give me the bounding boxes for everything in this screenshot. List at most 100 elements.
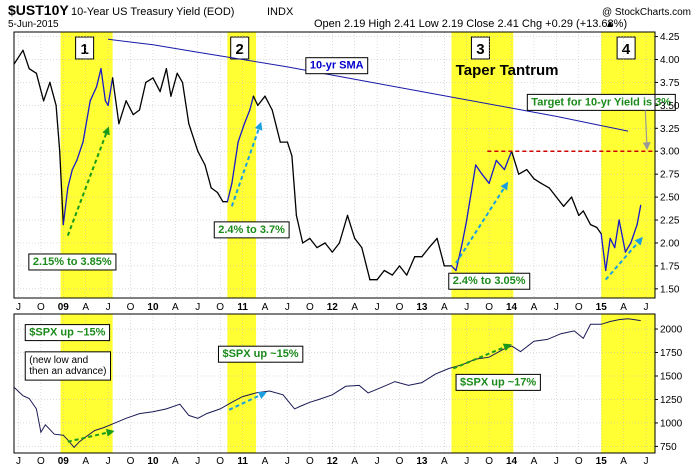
x-tick-label: J	[464, 456, 469, 467]
yield-segment	[562, 196, 573, 207]
x-tick-label: 15	[596, 302, 608, 313]
x-tick-label: J	[195, 456, 200, 467]
y-tick-label: 1.50	[660, 284, 680, 295]
yield-segment	[331, 242, 341, 253]
yield-segment	[605, 237, 611, 272]
x-tick-label: A	[351, 456, 358, 467]
spx-annotation-box	[24, 324, 111, 342]
yield-annotation-box	[526, 93, 676, 111]
x-tick-label: 11	[237, 302, 248, 313]
highlight-band-2	[227, 32, 257, 298]
yield-segment	[436, 237, 445, 267]
x-tick-label: 13	[416, 302, 428, 313]
x-tick-label: 12	[327, 302, 339, 313]
x-tick-label: J	[464, 302, 469, 313]
yield-annotation-text: Target for 10-yr Yield is 3%	[531, 96, 671, 108]
spx-note-box	[24, 351, 112, 381]
y-tick-label: 1750	[660, 348, 683, 359]
yield-segment	[237, 123, 246, 143]
trend-arrow-4	[604, 236, 643, 281]
yield-annotation-text: 2.4% to 3.7%	[218, 224, 285, 236]
x-tick-label: J	[554, 302, 559, 313]
x-tick-label: O	[396, 456, 404, 467]
x-tick-label: 15	[596, 456, 608, 467]
x-tick-label: O	[575, 302, 583, 313]
trend-arrow-3	[452, 343, 512, 370]
yield-y-axis: 1.50 1.75 2.00 2.25 2.50 2.75 3.00 3.25 3.50 3.75…	[655, 32, 680, 295]
x-tick-label: J	[644, 456, 649, 467]
yield-segment	[466, 191, 472, 221]
yield-segment	[475, 164, 483, 175]
spx-annotation-1: $SPX up ~15%	[24, 324, 111, 342]
yield-segment	[618, 219, 627, 253]
yield-segment	[226, 182, 233, 203]
yield-segment	[630, 223, 638, 244]
yield-annotation-5: Taper Tantrum	[456, 62, 559, 79]
yield-segment	[286, 141, 293, 157]
x-tick-label: J	[285, 456, 290, 467]
yield-segment	[111, 77, 120, 125]
yield-segment	[71, 159, 78, 171]
x-tick-label: 14	[506, 456, 518, 467]
yield-segment	[176, 72, 184, 84]
yield-segment	[204, 164, 212, 189]
highlight-number-2: 2	[236, 41, 244, 58]
yield-segment	[100, 68, 107, 102]
spx-annotation-2: (new low and	[29, 355, 88, 366]
x-tick-label: O	[127, 456, 135, 467]
ohlc-readout: Open 2.19 High 2.41 Low 2.19 Close 2.41 …	[314, 18, 627, 30]
watermark: @ StockCharts.com	[602, 7, 691, 18]
yield-segment	[302, 237, 311, 244]
yield-segment	[495, 159, 506, 171]
yield-segment	[578, 210, 584, 217]
yield-segment	[324, 242, 333, 253]
yield-segment	[35, 72, 45, 102]
yield-segment	[249, 95, 255, 111]
y-tick-label: 4.00	[660, 55, 680, 66]
yield-segment	[291, 155, 298, 217]
yield-segment	[361, 246, 371, 281]
spx-trend-arrows	[67, 343, 512, 443]
highlight-band-3	[451, 32, 514, 298]
yield-annotation-text: 2.4% to 3.05%	[453, 275, 526, 287]
highlight-number-box-1	[75, 36, 95, 60]
spx-annotation-box	[217, 345, 304, 363]
x-tick-label: 10	[147, 302, 159, 313]
yield-segment	[76, 141, 84, 162]
x-tick-label: A	[620, 302, 627, 313]
yield-annotation-box	[28, 253, 117, 271]
trend-arrow-3	[455, 181, 509, 264]
x-tick-label: 13	[416, 456, 428, 467]
yield-panel-frame	[13, 31, 656, 299]
yield-segment	[450, 265, 457, 272]
yield-segment	[231, 141, 239, 184]
yield-annotation-text: Taper Tantrum	[456, 62, 559, 79]
date-label: 5-Jun-2015	[8, 19, 59, 30]
yield-segment	[488, 159, 497, 184]
spx-panel-frame	[13, 313, 656, 454]
series-name: 10-Year US Treasury Yield (EOD)	[71, 6, 234, 18]
x-tick-label: 12	[327, 456, 339, 467]
spx-x-axis: J O 09 A J O 10 A J O 11 A J O 12 A J O 13 A J O 14 A J O 15 A J	[16, 456, 649, 467]
yield-segment	[62, 187, 69, 226]
x-tick-label: O	[216, 456, 224, 467]
y-tick-label: 2.50	[660, 193, 680, 204]
yield-segment	[257, 95, 266, 107]
x-tick-label: O	[306, 302, 314, 313]
yield-segment	[170, 72, 178, 97]
yield-segment	[243, 109, 251, 125]
spx-line	[13, 318, 641, 449]
yield-segment	[271, 109, 281, 143]
highlight-number-4: 4	[622, 41, 631, 58]
x-tick-label: A	[531, 456, 538, 467]
highlight-number-box-4	[616, 36, 636, 60]
trend-arrow-1	[67, 428, 115, 443]
yield-segment	[125, 100, 134, 116]
yield-segment	[82, 100, 91, 143]
yield-segment	[89, 86, 98, 102]
y-tick-label: 750	[660, 442, 677, 453]
sma-line	[108, 38, 629, 132]
